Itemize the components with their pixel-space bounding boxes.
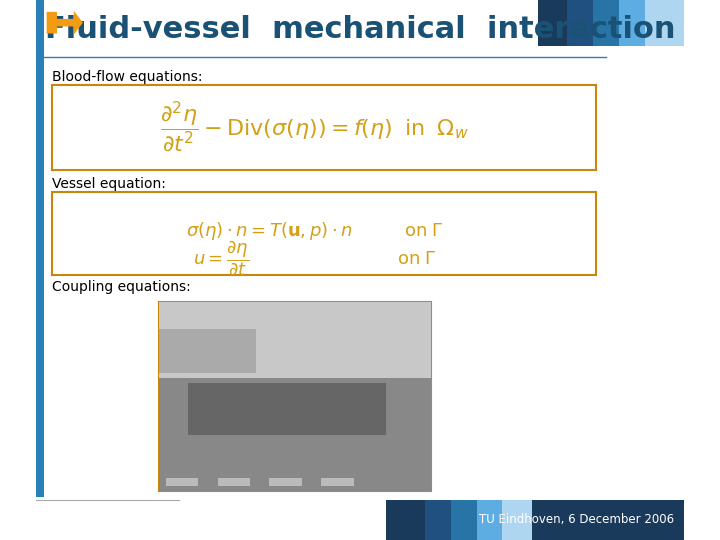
Bar (593, 0, 619, 46)
Bar (159, 302, 431, 378)
Bar (386, 500, 684, 540)
Bar (36, 500, 684, 540)
Bar (451, 500, 477, 540)
Bar (159, 329, 256, 373)
Bar (321, 478, 354, 486)
Text: $\sigma(\eta)\cdot n = T(\mathbf{u},p)\cdot n \qquad\quad \mathrm{on}\; \Gamma$: $\sigma(\eta)\cdot n = T(\mathbf{u},p)\c… (186, 220, 444, 242)
Polygon shape (47, 11, 83, 35)
Bar (567, 0, 593, 46)
Bar (538, 0, 567, 46)
Bar (159, 378, 431, 491)
Bar (477, 500, 503, 540)
Bar (53, 192, 596, 275)
Bar (425, 500, 451, 540)
Bar (503, 500, 531, 540)
Text: Fluid-vessel  mechanical  interaction: Fluid-vessel mechanical interaction (45, 15, 675, 44)
Text: Vessel equation:: Vessel equation: (53, 177, 166, 191)
Bar (166, 478, 198, 486)
Bar (189, 383, 386, 435)
Text: Blood-flow equations:: Blood-flow equations: (53, 70, 203, 84)
Bar (269, 478, 302, 486)
Bar (159, 302, 431, 491)
Bar (36, 0, 44, 497)
Text: $u = \dfrac{\partial\eta}{\partial t} \qquad\qquad\qquad\qquad\;\, \mathrm{on}\;: $u = \dfrac{\partial\eta}{\partial t} \q… (193, 239, 436, 277)
Bar (619, 0, 645, 46)
Text: $\dfrac{\partial^2\eta}{\partial t^2} - \mathrm{Div}(\sigma(\eta)) = f(\eta) \;\: $\dfrac{\partial^2\eta}{\partial t^2} - … (161, 100, 469, 155)
Bar (386, 500, 425, 540)
Text: Coupling equations:: Coupling equations: (53, 280, 192, 294)
Bar (217, 478, 250, 486)
Text: TU Eindhoven, 6 December 2006: TU Eindhoven, 6 December 2006 (479, 513, 674, 526)
Bar (53, 85, 596, 170)
Bar (645, 0, 684, 46)
